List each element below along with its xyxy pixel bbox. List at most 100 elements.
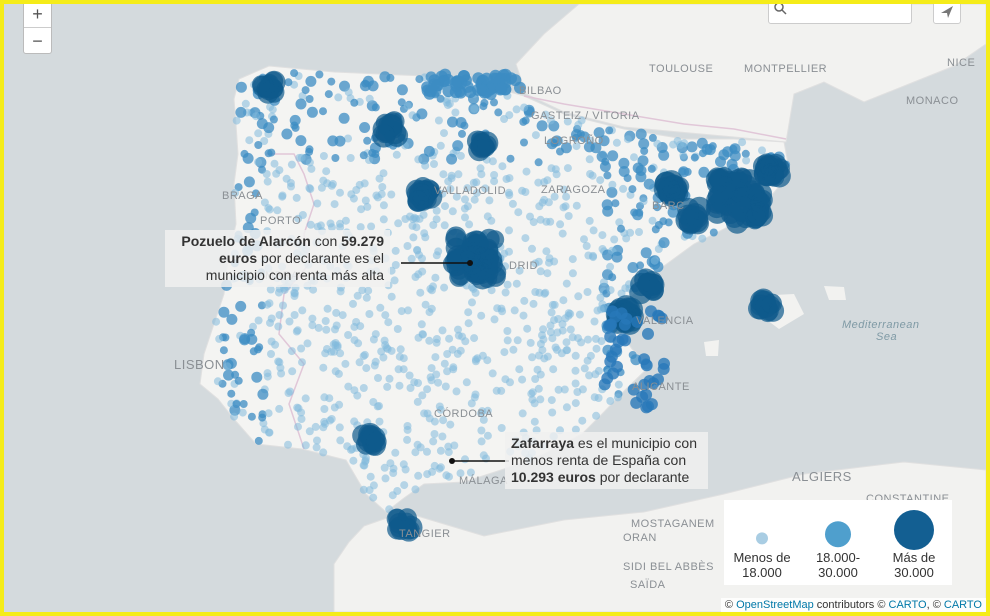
dot [305, 427, 314, 436]
dot [381, 311, 390, 320]
dot [493, 76, 505, 88]
dot [563, 164, 572, 173]
dot [331, 154, 340, 162]
dot [611, 199, 620, 208]
dot [227, 389, 236, 398]
dot [523, 324, 532, 333]
dot [562, 192, 571, 201]
dot [543, 269, 552, 278]
dot [234, 183, 243, 192]
dot [413, 397, 422, 406]
dot [461, 195, 469, 204]
dot [509, 345, 518, 354]
dot [445, 334, 454, 343]
dot [349, 456, 358, 465]
dot [514, 208, 523, 217]
annotation: Pozuelo de Alarcón con 59.279 euros por … [165, 230, 390, 287]
dot [306, 220, 315, 229]
dot [411, 485, 420, 494]
dot [322, 325, 331, 334]
dot [430, 160, 438, 168]
dot [250, 208, 259, 217]
dot [741, 149, 750, 158]
dot [391, 448, 400, 457]
dot [548, 334, 557, 343]
dot [365, 310, 374, 318]
dot [359, 122, 371, 133]
dot [472, 188, 481, 197]
dot [481, 184, 490, 193]
dot [383, 345, 392, 353]
dot [359, 151, 368, 160]
map-label: Sea [876, 331, 897, 343]
dot [365, 94, 374, 103]
dot [391, 246, 400, 255]
dot [541, 288, 550, 297]
dot [421, 300, 430, 309]
map-label: LISBON [174, 357, 225, 372]
search-box[interactable] [768, 4, 912, 24]
zoom-in[interactable]: + [32, 4, 43, 24]
dot [378, 183, 387, 191]
dot [379, 169, 388, 178]
dot [336, 349, 345, 358]
dot [589, 251, 597, 260]
dot [409, 233, 418, 242]
dot [331, 325, 339, 334]
dot [715, 156, 726, 168]
dot [235, 300, 247, 312]
attribution-link[interactable]: OpenStreetMap [736, 599, 814, 611]
dot [729, 150, 741, 162]
dot [520, 296, 529, 305]
dot [550, 192, 559, 201]
dot [249, 322, 257, 331]
dot [439, 416, 448, 425]
dot [667, 206, 679, 218]
dot [432, 206, 441, 215]
dot [571, 351, 580, 360]
dot [536, 395, 545, 404]
dot [450, 441, 459, 450]
dot [464, 86, 477, 98]
dot [528, 244, 536, 253]
dot [254, 141, 263, 149]
dot [309, 285, 318, 294]
attribution-link[interactable]: CARTO [888, 599, 927, 611]
dot [498, 162, 507, 171]
annotation-text: Zafarraya [511, 435, 575, 451]
dot [553, 345, 561, 354]
dot [245, 136, 254, 145]
dot [585, 155, 594, 164]
dot [637, 155, 649, 167]
dot [363, 202, 372, 211]
dot [435, 402, 444, 411]
map-label: VALLADOLID [434, 185, 506, 197]
dot [759, 156, 779, 177]
dot [427, 376, 436, 385]
dot [301, 441, 310, 450]
attribution-text: contributors © [816, 599, 886, 611]
dot [239, 334, 250, 346]
dot [538, 198, 547, 207]
dot [371, 103, 380, 112]
dot [320, 405, 329, 413]
dot [263, 177, 272, 186]
dot [568, 269, 577, 278]
dot [461, 455, 469, 464]
dot [627, 262, 639, 273]
locate-button[interactable] [933, 4, 961, 24]
dot [635, 128, 647, 140]
legend: Menos de 18.000 18.000-30.000 Más de 30.00… [724, 500, 952, 585]
dot [344, 88, 353, 97]
dot [547, 396, 556, 405]
dot [317, 183, 326, 192]
dot [464, 319, 473, 328]
attribution-link[interactable]: CARTO [943, 599, 982, 611]
dot [472, 72, 485, 85]
map-canvas: TOULOUSE MONTPELLIER NICE MONACO BILBAO GASTE… [174, 4, 986, 612]
dot [423, 447, 431, 456]
dot [235, 81, 247, 93]
dot [470, 195, 479, 204]
zoom-out[interactable]: − [24, 27, 51, 54]
